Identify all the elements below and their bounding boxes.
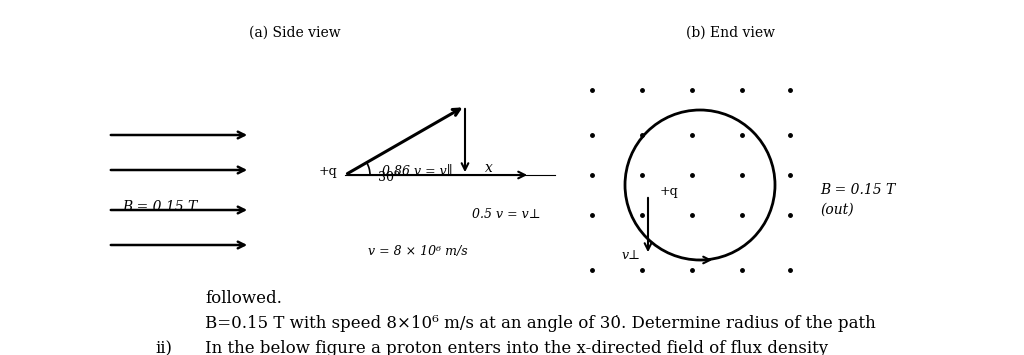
Text: B=0.15 T with speed 8×10⁶ m/s at an angle of 30̇. Determine radius of the path: B=0.15 T with speed 8×10⁶ m/s at an angl…	[205, 315, 876, 332]
Text: (a) Side view: (a) Side view	[249, 26, 341, 40]
Text: +q: +q	[660, 186, 679, 198]
Text: 0.86 v = v∥: 0.86 v = v∥	[382, 165, 453, 178]
Text: B = 0.15 T
(out): B = 0.15 T (out)	[820, 183, 895, 217]
Text: (b) End view: (b) End view	[685, 26, 774, 40]
Text: x: x	[485, 161, 493, 175]
Text: v⊥: v⊥	[622, 249, 640, 262]
Text: v = 8 × 10⁶ m/s: v = 8 × 10⁶ m/s	[368, 245, 468, 258]
Text: +q: +q	[318, 165, 337, 178]
Text: 30°: 30°	[378, 171, 400, 184]
Text: 0.5 v = v⊥: 0.5 v = v⊥	[472, 208, 541, 222]
Text: In the below figure a proton enters into the x-directed field of flux density: In the below figure a proton enters into…	[205, 340, 828, 355]
Text: followed.: followed.	[205, 290, 282, 307]
Text: B = 0.15 T: B = 0.15 T	[123, 200, 198, 214]
Text: ii): ii)	[155, 340, 172, 355]
